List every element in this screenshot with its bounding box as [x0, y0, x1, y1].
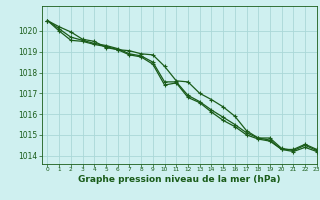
X-axis label: Graphe pression niveau de la mer (hPa): Graphe pression niveau de la mer (hPa)	[78, 175, 280, 184]
